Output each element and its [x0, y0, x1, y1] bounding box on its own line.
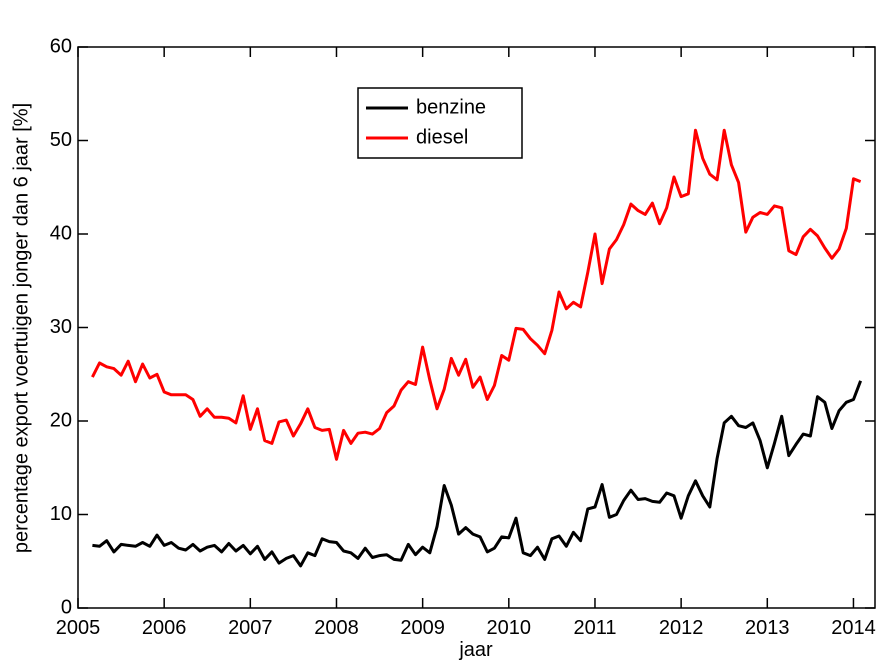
series-line — [92, 380, 863, 568]
legend-box — [357, 87, 523, 159]
x-tick-label: 2005 — [56, 617, 101, 639]
legend-label: diesel — [416, 126, 468, 148]
x-tick-label: 2013 — [745, 617, 790, 639]
y-tick-label: 50 — [50, 129, 72, 151]
y-tick-label: 0 — [61, 596, 72, 618]
x-tick-label: 2012 — [659, 617, 704, 639]
y-tick-label: 10 — [50, 503, 72, 525]
series-line — [91, 128, 862, 461]
x-axis-label: jaar — [458, 639, 493, 661]
x-tick-label: 2007 — [228, 617, 273, 639]
x-tick-label: 2010 — [487, 617, 532, 639]
y-tick-label: 20 — [50, 409, 72, 431]
x-tick-label: 2008 — [314, 617, 359, 639]
y-tick-label: 60 — [50, 35, 72, 57]
x-tick-label: 2006 — [142, 617, 187, 639]
legend-label: benzine — [416, 96, 486, 118]
y-tick-label: 40 — [50, 222, 72, 244]
x-tick-label: 2014 — [831, 617, 876, 639]
y-axis-label: percentage export voertuigen jonger dan … — [10, 103, 32, 553]
x-tick-label: 2009 — [400, 617, 445, 639]
x-tick-label: 2011 — [573, 617, 616, 639]
y-tick-label: 30 — [50, 316, 72, 338]
